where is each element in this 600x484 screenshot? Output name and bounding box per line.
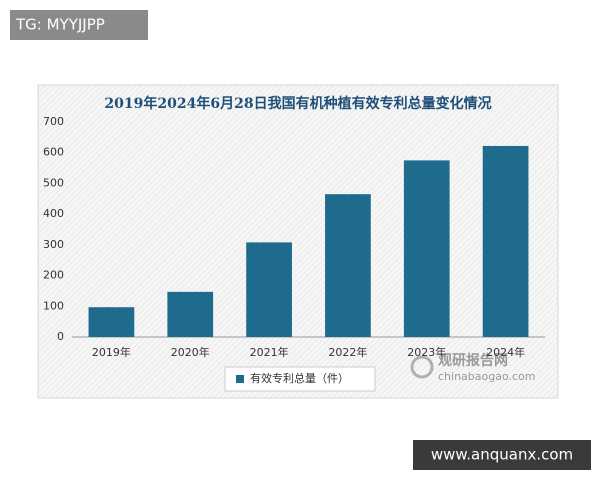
y-tick-label: 100 (43, 299, 64, 312)
logo-url: chinabaogao.com (438, 370, 536, 383)
y-tick-label: 400 (43, 207, 64, 220)
watermark-text: www.anquanx.com (431, 446, 573, 464)
bar (482, 145, 529, 337)
chart-frame (37, 84, 559, 399)
y-tick-label: 500 (43, 176, 64, 189)
bar (325, 194, 371, 337)
bar (167, 291, 214, 337)
y-tick-label: 300 (43, 238, 64, 251)
x-tick-label: 2019年 (92, 345, 131, 359)
watermark-box (413, 440, 591, 470)
bar (88, 307, 135, 337)
x-tick-label: 2021年 (250, 345, 289, 359)
x-tick-label: 2022年 (328, 345, 367, 359)
y-tick-label: 200 (43, 269, 64, 282)
y-tick-label: 700 (43, 115, 64, 128)
logo-name: 观研报告网 (438, 352, 508, 369)
y-tick-label: 0 (57, 330, 64, 343)
logo-icon (410, 355, 434, 379)
bar (246, 242, 292, 337)
x-tick-label: 2023年 (407, 345, 446, 359)
bar (403, 160, 450, 337)
watermark-box (10, 10, 148, 40)
legend-box (224, 366, 376, 392)
y-tick-label: 600 (43, 146, 64, 159)
watermark-text: TG: MYYJJPP (15, 16, 105, 34)
chart-title: 2019年2024年6月28日我国有机种植有效专利总量变化情况 (104, 95, 491, 112)
legend-swatch (236, 375, 244, 383)
x-tick-label: 2020年 (171, 345, 210, 359)
legend-label: 有效专利总量（件） (250, 371, 349, 385)
x-tick-label: 2024年 (486, 345, 525, 359)
